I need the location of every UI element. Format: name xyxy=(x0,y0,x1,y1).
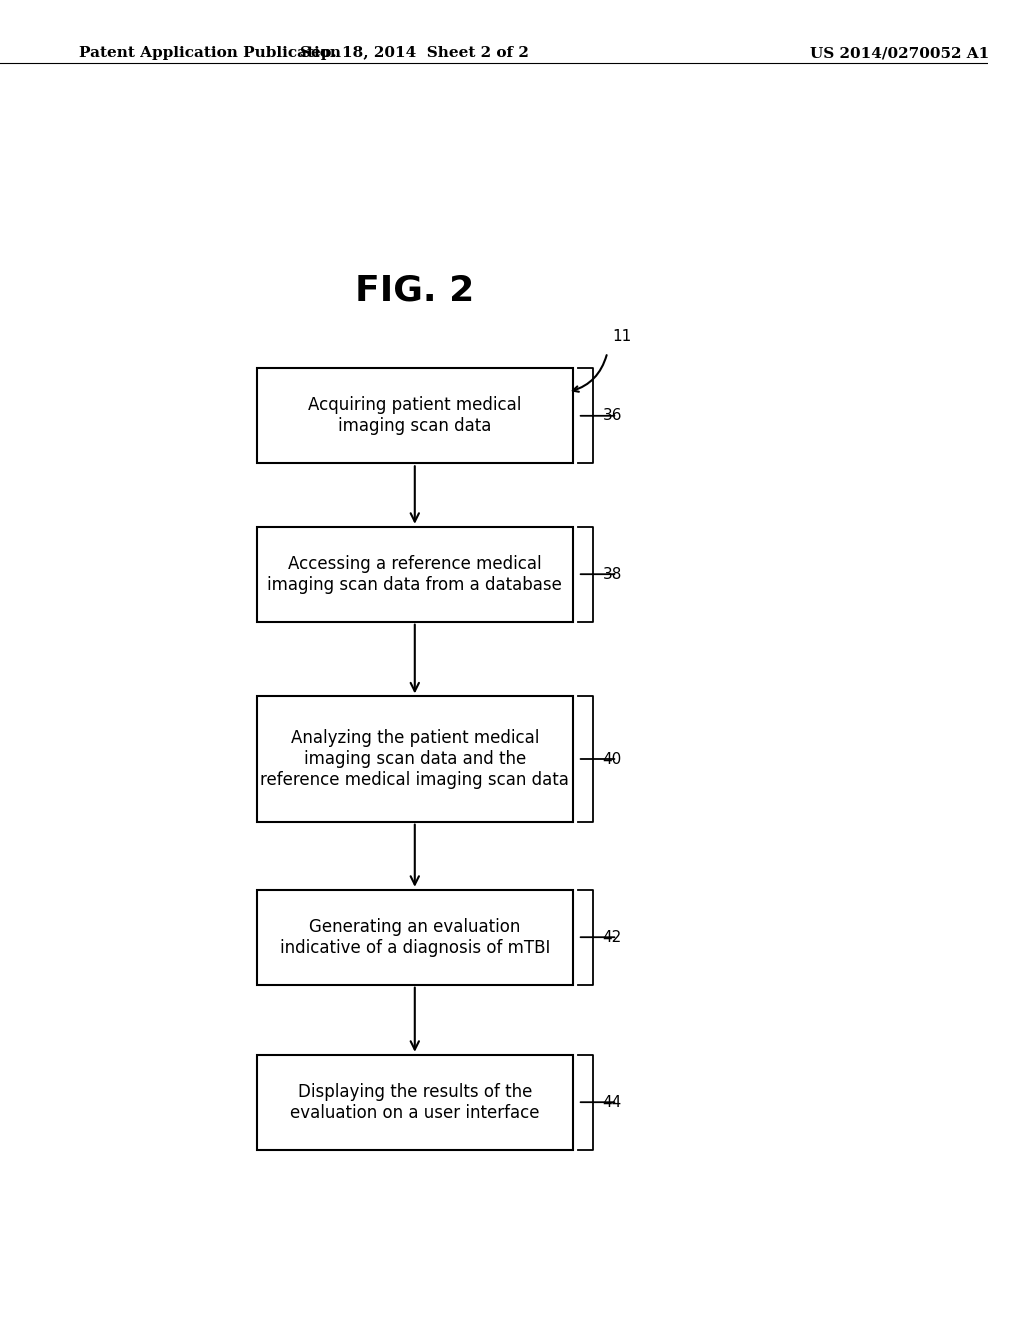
Text: Sep. 18, 2014  Sheet 2 of 2: Sep. 18, 2014 Sheet 2 of 2 xyxy=(300,46,529,61)
Text: US 2014/0270052 A1: US 2014/0270052 A1 xyxy=(810,46,989,61)
FancyBboxPatch shape xyxy=(257,527,572,622)
Text: 11: 11 xyxy=(612,329,632,345)
FancyBboxPatch shape xyxy=(257,890,572,985)
Text: Accessing a reference medical
imaging scan data from a database: Accessing a reference medical imaging sc… xyxy=(267,554,562,594)
Text: FIG. 2: FIG. 2 xyxy=(355,273,474,308)
Text: 36: 36 xyxy=(602,408,622,424)
Text: 38: 38 xyxy=(602,566,622,582)
Text: 44: 44 xyxy=(602,1094,622,1110)
Text: Patent Application Publication: Patent Application Publication xyxy=(79,46,341,61)
Text: 42: 42 xyxy=(602,929,622,945)
FancyBboxPatch shape xyxy=(257,697,572,821)
Text: Acquiring patient medical
imaging scan data: Acquiring patient medical imaging scan d… xyxy=(308,396,521,436)
Text: Generating an evaluation
indicative of a diagnosis of mTBI: Generating an evaluation indicative of a… xyxy=(280,917,550,957)
Text: 40: 40 xyxy=(602,751,622,767)
FancyBboxPatch shape xyxy=(257,368,572,463)
Text: Analyzing the patient medical
imaging scan data and the
reference medical imagin: Analyzing the patient medical imaging sc… xyxy=(260,729,569,789)
FancyBboxPatch shape xyxy=(257,1055,572,1150)
Text: Displaying the results of the
evaluation on a user interface: Displaying the results of the evaluation… xyxy=(290,1082,540,1122)
